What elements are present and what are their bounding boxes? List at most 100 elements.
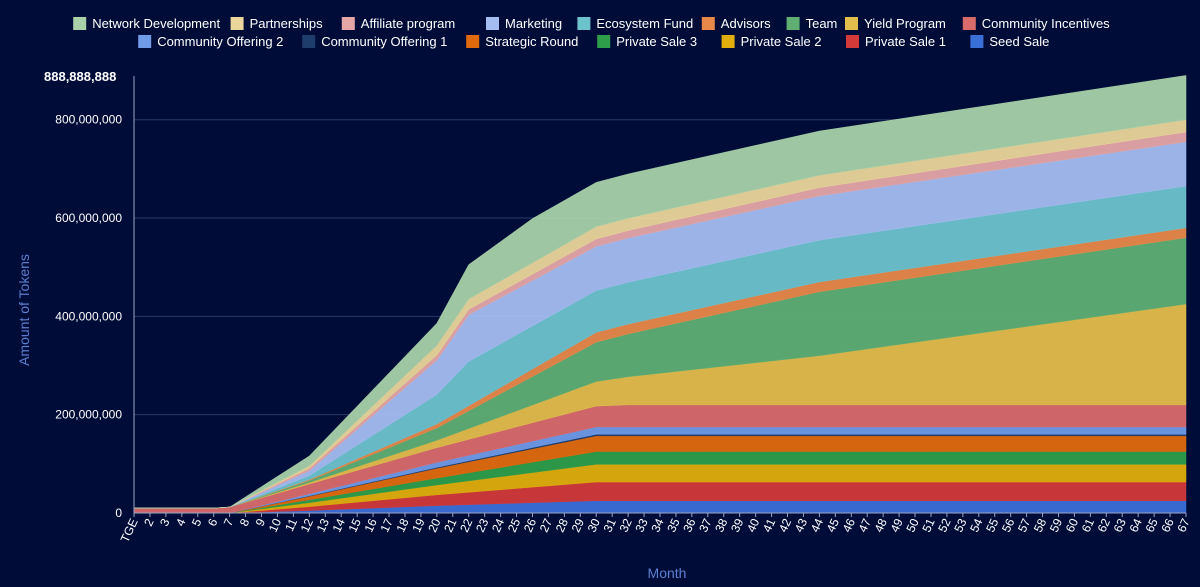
x-tick-label: 19 — [409, 516, 427, 534]
legend-swatch — [302, 35, 316, 48]
x-tick-label: 43 — [792, 516, 810, 534]
legend-swatch — [845, 17, 858, 30]
x-tick-label: 31 — [601, 516, 619, 534]
x-tick-label: 36 — [680, 516, 698, 534]
legend-label: Strategic Round — [485, 34, 578, 49]
y-axis-title: Amount of Tokens — [16, 254, 32, 366]
legend-swatch — [138, 35, 152, 48]
x-tick-label: 26 — [521, 516, 539, 534]
legend-label: Community Offering 1 — [321, 34, 447, 49]
x-tick-label: 67 — [1174, 516, 1192, 534]
x-tick-label: 12 — [298, 516, 316, 534]
x-tick-label: 28 — [553, 516, 571, 534]
legend: Network Development Partnerships Affiliate… — [73, 16, 1110, 49]
y-tick-label: 800,000,000 — [55, 113, 122, 127]
legend-swatch — [962, 17, 976, 30]
x-tick-label: 64 — [1127, 516, 1145, 534]
x-tick-label: 63 — [1111, 516, 1129, 534]
x-tick-label: 8 — [237, 516, 253, 528]
legend-item-community-offering-2[interactable]: Community Offering 2 — [138, 34, 283, 49]
x-tick-label: 55 — [983, 516, 1001, 534]
x-tick-label: 27 — [537, 516, 555, 534]
x-tick-label: 3 — [157, 516, 173, 528]
y-axis-ticks: 0 200,000,000 400,000,000 600,000,000 800,00… — [55, 113, 122, 520]
x-tick-label: 40 — [744, 516, 762, 534]
legend-item-strategic-round[interactable]: Strategic Round — [466, 34, 578, 49]
legend-swatch — [701, 17, 715, 30]
legend-label: Private Sale 2 — [741, 34, 822, 49]
legend-item-private-sale-2[interactable]: Private Sale 2 — [721, 34, 822, 49]
x-tick-label: 15 — [346, 516, 364, 534]
x-tick-label: 11 — [282, 516, 300, 534]
x-tick-label: 53 — [951, 516, 969, 534]
x-tick-label: 46 — [840, 516, 858, 534]
legend-item-affiliate-program[interactable]: Affiliate program — [341, 16, 455, 31]
legend-label: Partnerships — [250, 16, 323, 31]
max-supply-label: 888,888,888 — [44, 69, 116, 84]
legend-item-team[interactable]: Team — [786, 16, 838, 31]
legend-label: Network Development — [92, 16, 220, 31]
x-tick-label: 23 — [473, 516, 491, 534]
x-tick-label: 20 — [425, 516, 443, 534]
legend-label: Seed Sale — [989, 34, 1049, 49]
x-axis-ticks: TGE 2 3 4 5 6 7 8 910111213141516171819202122232… — [118, 513, 1193, 545]
legend-swatch — [846, 35, 859, 48]
legend-swatch — [786, 17, 800, 30]
x-tick-label: 7 — [221, 516, 237, 528]
x-tick-label: 13 — [314, 516, 332, 534]
legend-item-ecosystem-fund[interactable]: Ecosystem Fund — [577, 16, 693, 31]
x-tick-label: 2 — [141, 516, 157, 528]
legend-label: Yield Program — [864, 16, 946, 31]
legend-item-yield-program[interactable]: Yield Program — [845, 16, 946, 31]
legend-swatch — [597, 35, 611, 48]
legend-item-private-sale-1[interactable]: Private Sale 1 — [846, 34, 946, 49]
x-tick-label: 32 — [617, 516, 635, 534]
x-tick-label: TGE — [118, 516, 141, 544]
x-axis-title: Month — [648, 565, 687, 581]
legend-label: Advisors — [721, 16, 771, 31]
x-tick-label: 57 — [1015, 516, 1033, 534]
x-tick-label: 39 — [728, 516, 746, 534]
x-tick-label: 33 — [632, 516, 650, 534]
x-tick-label: 25 — [505, 516, 523, 534]
x-tick-label: 30 — [585, 516, 603, 534]
y-tick-label: 0 — [115, 506, 122, 520]
x-tick-label: 41 — [760, 516, 778, 534]
x-tick-label: 24 — [489, 516, 507, 534]
x-tick-label: 17 — [377, 516, 395, 534]
x-tick-label: 14 — [330, 516, 348, 534]
x-tick-label: 22 — [457, 516, 475, 534]
x-tick-label: 18 — [393, 516, 411, 534]
x-tick-label: 44 — [808, 516, 826, 534]
legend-swatch — [73, 17, 87, 30]
x-tick-label: 60 — [1063, 516, 1081, 534]
legend-item-advisors[interactable]: Advisors — [701, 16, 771, 31]
legend-label: Community Offering 2 — [157, 34, 283, 49]
x-tick-label: 4 — [173, 516, 189, 528]
x-tick-label: 29 — [569, 516, 587, 534]
legend-item-network-development[interactable]: Network Development — [73, 16, 220, 31]
x-tick-label: 38 — [712, 516, 730, 534]
legend-item-private-sale-3[interactable]: Private Sale 3 — [597, 34, 697, 49]
legend-item-partnerships[interactable]: Partnerships — [230, 16, 323, 31]
legend-label: Affiliate program — [361, 16, 455, 31]
legend-swatch — [721, 35, 735, 48]
legend-item-marketing[interactable]: Marketing — [486, 16, 562, 31]
legend-item-community-incentives[interactable]: Community Incentives — [962, 16, 1110, 31]
x-tick-label: 51 — [919, 516, 937, 534]
x-tick-label: 65 — [1143, 516, 1161, 534]
legend-item-community-offering-1[interactable]: Community Offering 1 — [302, 34, 447, 49]
x-tick-label: 10 — [266, 516, 284, 534]
x-tick-label: 52 — [935, 516, 953, 534]
legend-item-seed-sale[interactable]: Seed Sale — [970, 34, 1049, 49]
x-tick-label: 42 — [776, 516, 794, 534]
areas — [133, 75, 1187, 514]
y-tick-label: 200,000,000 — [55, 408, 122, 422]
x-tick-label: 47 — [856, 516, 874, 534]
legend-label: Private Sale 3 — [616, 34, 697, 49]
x-tick-label: 50 — [903, 516, 921, 534]
y-tick-label: 400,000,000 — [55, 309, 122, 323]
y-tick-label: 600,000,000 — [55, 211, 122, 225]
x-tick-label: 6 — [205, 516, 221, 528]
